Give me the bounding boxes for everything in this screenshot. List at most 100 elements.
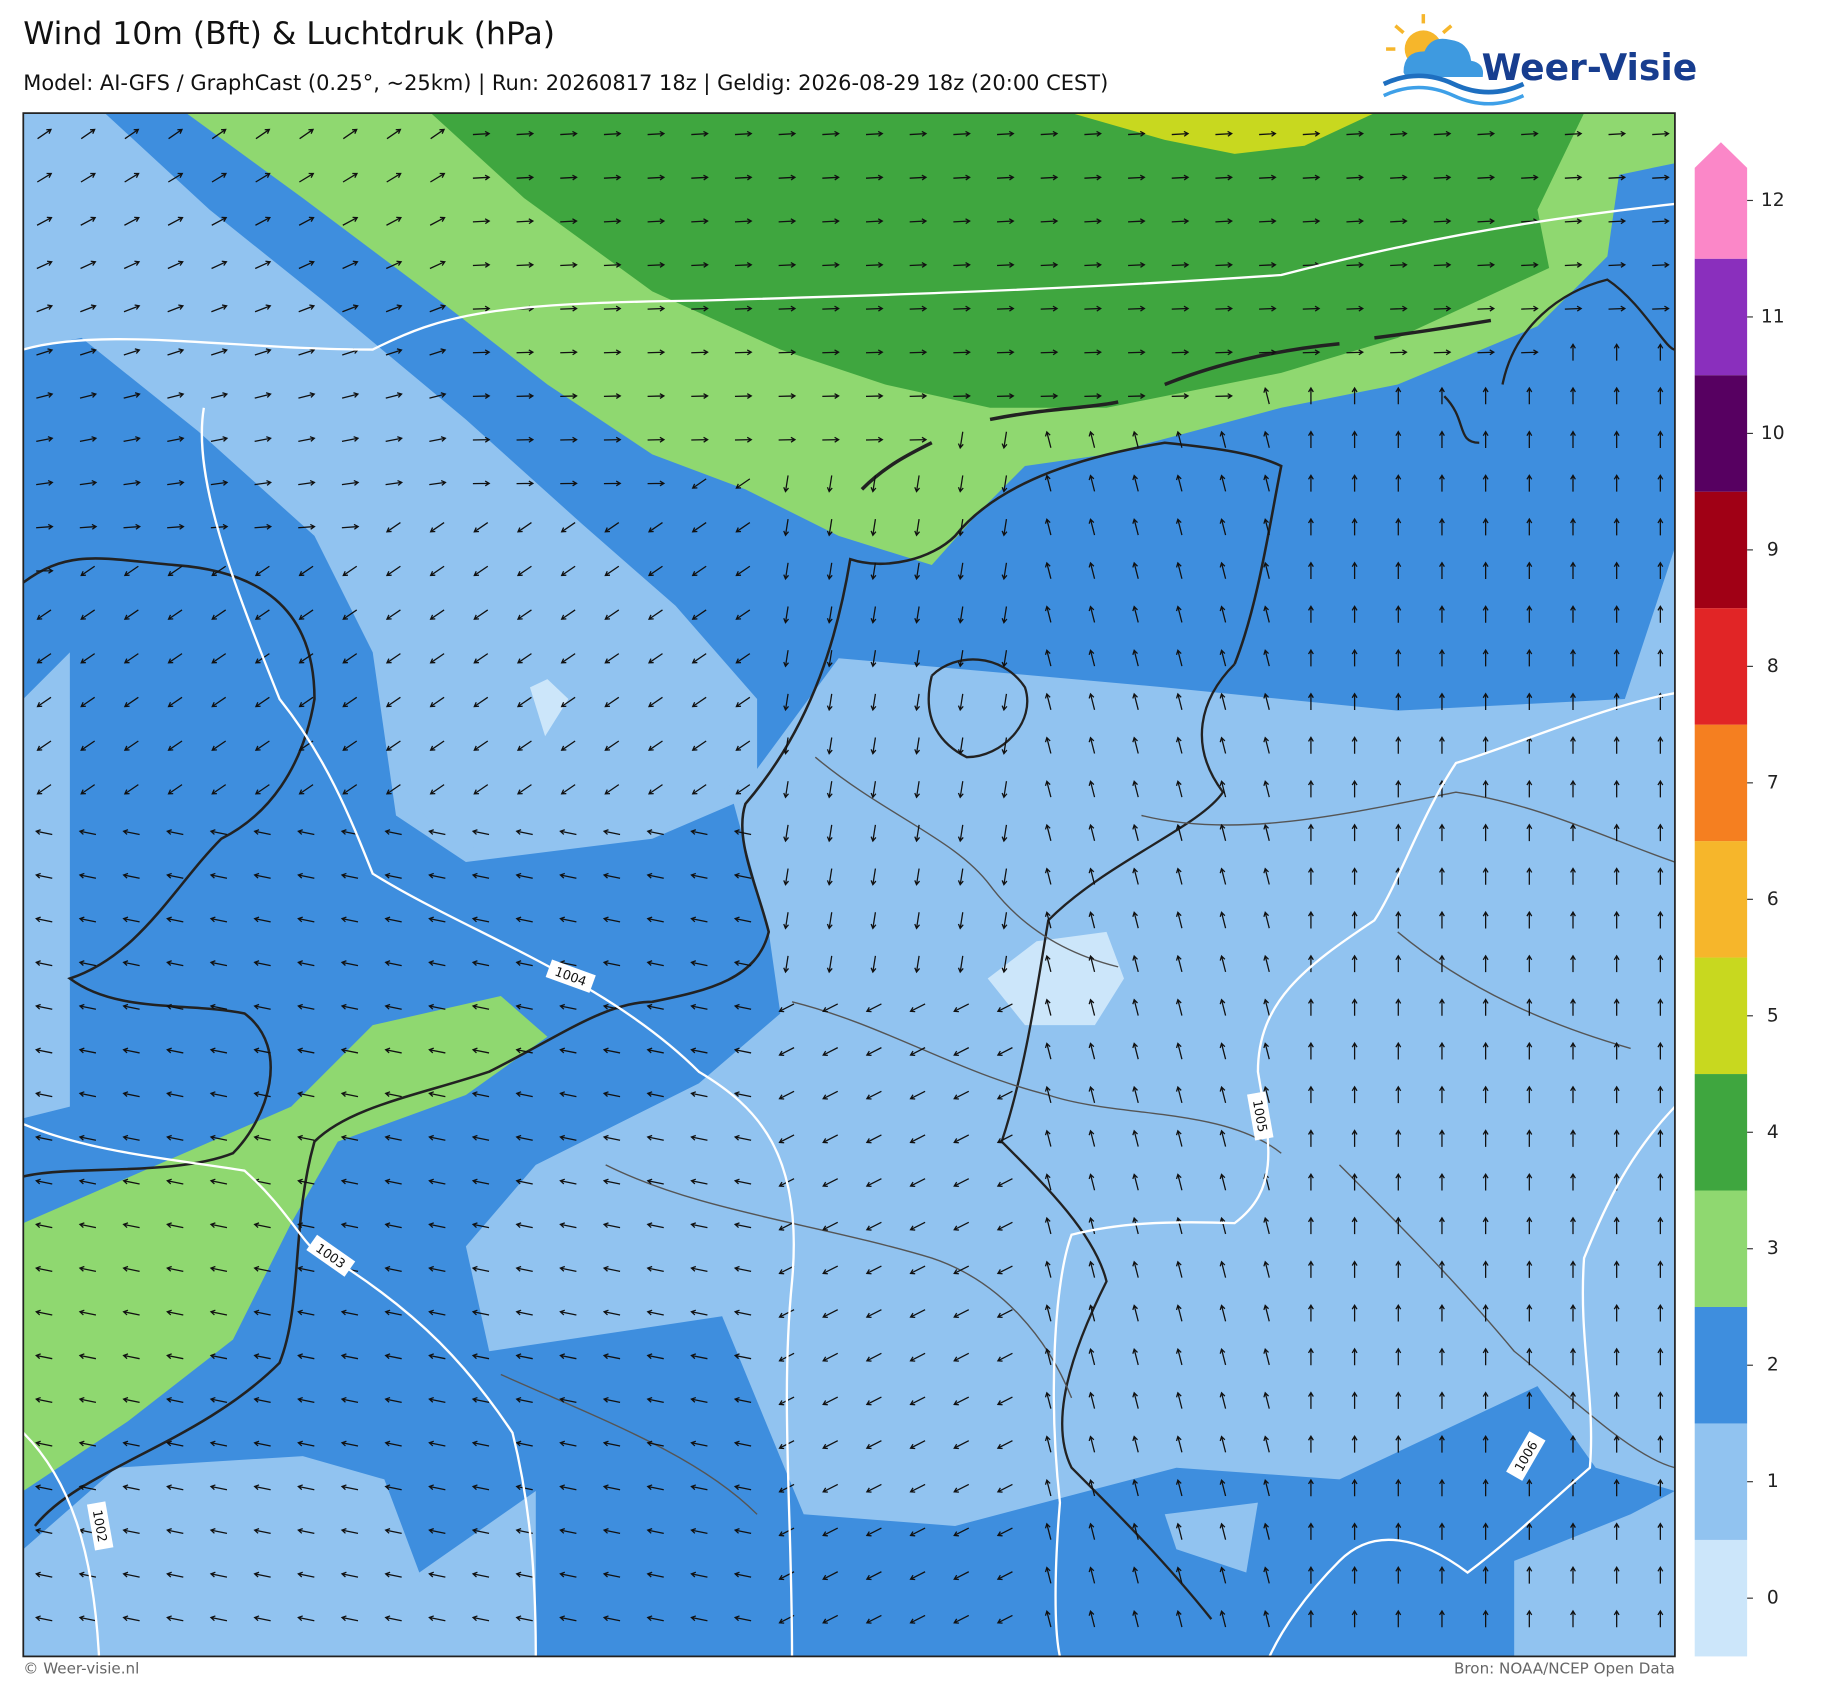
wind-arrow — [1608, 130, 1627, 137]
wind-arrow — [80, 740, 96, 751]
wind-arrow — [124, 172, 140, 183]
wind-arrow — [646, 1615, 664, 1622]
wind-arrow — [298, 479, 316, 486]
wind-arrow — [997, 349, 1015, 356]
wind-arrow — [471, 1396, 490, 1403]
wind-arrow — [166, 1440, 184, 1447]
wind-arrow — [602, 1440, 621, 1447]
wind-arrow — [1044, 1129, 1052, 1147]
wind-arrow — [516, 218, 535, 225]
wind-arrow — [1351, 998, 1358, 1016]
colorbar-segment — [1694, 1539, 1748, 1657]
wind-arrow — [1613, 1478, 1620, 1497]
wind-arrow — [297, 916, 315, 923]
wind-arrow — [1657, 1172, 1664, 1191]
wind-arrow — [870, 824, 877, 843]
wind-arrow — [122, 1309, 140, 1316]
wind-arrow — [957, 650, 964, 668]
wind-arrow — [691, 261, 709, 268]
wind-arrow — [646, 1527, 664, 1535]
wind-arrow — [1128, 218, 1146, 225]
wind-arrow — [471, 1091, 490, 1098]
wind-arrow — [1171, 393, 1190, 399]
wind-arrow — [778, 261, 797, 268]
wind-arrow — [384, 1309, 402, 1316]
wind-arrow — [646, 1091, 664, 1098]
wind-arrow — [1307, 605, 1314, 623]
wind-arrow — [957, 431, 964, 450]
wind-arrow — [167, 609, 183, 620]
wind-arrow — [822, 1527, 839, 1537]
wind-arrow — [209, 1615, 228, 1622]
wind-arrow — [1526, 1522, 1533, 1540]
wind-arrow — [473, 565, 489, 577]
wind-arrow — [340, 1440, 359, 1447]
wind-arrow — [1526, 1303, 1533, 1322]
wind-arrow — [1219, 1304, 1227, 1322]
wind-arrow — [734, 174, 753, 181]
wind-arrow — [299, 128, 315, 140]
wind-arrow — [1395, 1391, 1402, 1409]
wind-arrow — [783, 475, 790, 493]
wind-arrow — [1613, 386, 1620, 405]
wind-arrow — [1346, 305, 1365, 312]
wind-arrow — [996, 1003, 1013, 1013]
wind-arrow — [778, 174, 797, 181]
wind-arrow — [297, 1047, 315, 1054]
wind-arrow — [865, 1309, 882, 1319]
wind-arrow — [342, 784, 358, 795]
wind-arrow — [209, 1440, 228, 1447]
wind-arrow — [1219, 1173, 1227, 1191]
wind-arrow — [1351, 736, 1358, 754]
wind-arrow — [1652, 261, 1670, 268]
wind-arrow — [78, 1396, 97, 1403]
wind-arrow — [78, 1571, 97, 1578]
wind-arrow — [1526, 474, 1533, 492]
wind-arrow — [1302, 218, 1321, 225]
colorbar-segment — [1694, 957, 1748, 1075]
wind-arrow — [1657, 1216, 1664, 1235]
wind-arrow — [471, 1265, 490, 1272]
wind-arrow — [211, 172, 228, 183]
wind-arrow — [914, 824, 921, 843]
wind-arrow — [909, 1309, 926, 1319]
wind-arrow — [122, 1615, 140, 1622]
wind-arrow — [253, 1571, 271, 1578]
wind-arrow — [957, 781, 964, 799]
wind-arrow — [78, 916, 97, 923]
wind-arrow — [602, 1265, 621, 1272]
wind-arrow — [1570, 1085, 1576, 1104]
wind-arrow — [646, 829, 664, 836]
isobar-label-bg — [1247, 1091, 1274, 1141]
wind-arrow — [122, 1527, 140, 1535]
wind-arrow — [604, 784, 620, 795]
wind-arrow — [210, 392, 229, 399]
wind-arrow — [297, 1353, 315, 1360]
wind-arrow — [647, 393, 666, 399]
wind-arrow — [1564, 305, 1583, 312]
wind-arrow — [167, 260, 184, 270]
wind-arrow — [515, 1615, 533, 1622]
wind-arrow — [515, 960, 533, 967]
wind-arrow — [778, 1090, 795, 1100]
wind-arrow — [166, 1353, 184, 1360]
wind-arrow — [953, 1527, 970, 1537]
wind-arrow — [123, 479, 141, 486]
wind-arrow — [1564, 130, 1583, 137]
wind-arrow — [1219, 1478, 1227, 1497]
wind-arrow — [1395, 910, 1402, 929]
wind-arrow — [735, 565, 751, 577]
coastline — [1000, 663, 1236, 1620]
wind-arrow — [384, 1222, 402, 1229]
wind-arrow — [36, 392, 54, 399]
wind-arrow — [909, 1003, 926, 1013]
wind-arrow — [1263, 954, 1270, 973]
wind-arrow — [209, 1309, 228, 1316]
wind-arrow — [253, 916, 271, 923]
wind-arrow — [1219, 823, 1227, 841]
wind-arrow — [1613, 605, 1620, 623]
wind-arrow — [78, 1222, 97, 1229]
wind-arrow — [690, 1265, 708, 1272]
wind-arrow — [996, 1352, 1013, 1362]
wind-arrow — [1526, 561, 1533, 580]
